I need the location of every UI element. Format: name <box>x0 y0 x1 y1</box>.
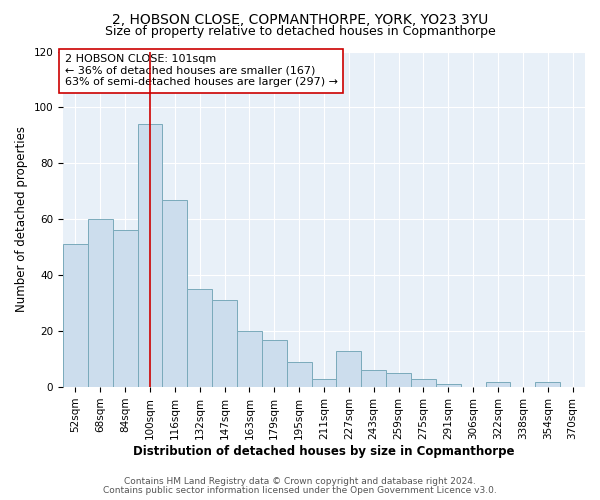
Bar <box>88 220 113 387</box>
Text: 2 HOBSON CLOSE: 101sqm
← 36% of detached houses are smaller (167)
63% of semi-de: 2 HOBSON CLOSE: 101sqm ← 36% of detached… <box>65 54 338 88</box>
Text: Contains HM Land Registry data © Crown copyright and database right 2024.: Contains HM Land Registry data © Crown c… <box>124 477 476 486</box>
Bar <box>187 289 212 387</box>
Text: Size of property relative to detached houses in Copmanthorpe: Size of property relative to detached ho… <box>104 25 496 38</box>
Bar <box>237 331 262 387</box>
Bar <box>113 230 137 387</box>
Bar <box>337 350 361 387</box>
Bar <box>311 378 337 387</box>
Bar <box>386 373 411 387</box>
Bar <box>411 378 436 387</box>
Bar <box>436 384 461 387</box>
Bar <box>535 382 560 387</box>
Text: 2, HOBSON CLOSE, COPMANTHORPE, YORK, YO23 3YU: 2, HOBSON CLOSE, COPMANTHORPE, YORK, YO2… <box>112 12 488 26</box>
Bar <box>361 370 386 387</box>
Bar <box>137 124 163 387</box>
Bar <box>485 382 511 387</box>
X-axis label: Distribution of detached houses by size in Copmanthorpe: Distribution of detached houses by size … <box>133 444 515 458</box>
Bar <box>262 340 287 387</box>
Bar <box>163 200 187 387</box>
Bar <box>212 300 237 387</box>
Y-axis label: Number of detached properties: Number of detached properties <box>15 126 28 312</box>
Text: Contains public sector information licensed under the Open Government Licence v3: Contains public sector information licen… <box>103 486 497 495</box>
Bar <box>287 362 311 387</box>
Bar <box>63 244 88 387</box>
